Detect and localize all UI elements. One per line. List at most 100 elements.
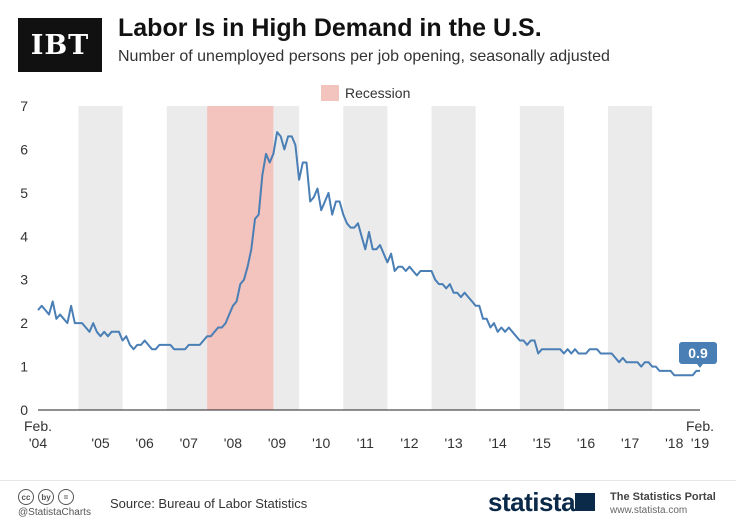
data-point: [434, 279, 436, 281]
data-point: [556, 348, 558, 350]
x-tick-label: Feb. '04: [24, 418, 52, 451]
year-band-2007: [166, 106, 211, 410]
data-point: [523, 340, 525, 342]
x-tick-label: '17: [621, 435, 639, 451]
data-point: [497, 331, 499, 333]
data-point: [100, 335, 102, 337]
portal-url[interactable]: www.statista.com: [610, 505, 688, 516]
data-point: [52, 300, 54, 302]
data-point: [199, 344, 201, 346]
x-tick-label: '06: [136, 435, 154, 451]
data-point: [563, 353, 565, 355]
data-point: [467, 296, 469, 298]
portal-name: The Statistics Portal: [610, 491, 716, 503]
data-point: [335, 201, 337, 203]
data-point: [622, 357, 624, 359]
data-point: [232, 305, 234, 307]
statista-logo[interactable]: statista: [488, 487, 576, 517]
data-point: [320, 209, 322, 211]
data-point: [261, 175, 263, 177]
data-point: [361, 235, 363, 237]
y-tick-label: 1: [20, 359, 28, 375]
data-point: [662, 370, 664, 372]
data-point: [239, 283, 241, 285]
data-point: [44, 309, 46, 311]
data-point: [670, 370, 672, 372]
y-tick-label: 3: [20, 272, 28, 288]
data-point: [302, 162, 304, 164]
data-point: [144, 340, 146, 342]
data-point: [596, 348, 598, 350]
data-point: [534, 340, 536, 342]
twitter-handle[interactable]: @StatistaCharts: [18, 507, 91, 518]
data-point: [243, 279, 245, 281]
data-point: [331, 214, 333, 216]
data-point: [346, 222, 348, 224]
x-tick-label: '18: [665, 435, 683, 451]
data-point: [644, 361, 646, 363]
data-point: [390, 253, 392, 255]
data-point: [537, 353, 539, 355]
data-point: [236, 300, 238, 302]
data-point: [603, 353, 605, 355]
data-point: [276, 131, 278, 133]
data-point: [431, 270, 433, 272]
data-point: [283, 148, 285, 150]
data-point: [600, 353, 602, 355]
data-point: [515, 335, 517, 337]
data-point: [567, 348, 569, 350]
legend-swatch-recession: [321, 85, 339, 101]
data-point: [353, 227, 355, 229]
y-tick-label: 5: [20, 185, 28, 201]
data-point: [317, 188, 319, 190]
data-point: [401, 266, 403, 268]
data-point: [85, 327, 87, 329]
data-point: [545, 348, 547, 350]
data-point: [78, 322, 80, 324]
data-point: [453, 292, 455, 294]
data-point: [500, 327, 502, 329]
x-tick-label: '14: [489, 435, 507, 451]
data-point: [298, 179, 300, 181]
data-point: [519, 340, 521, 342]
data-point: [489, 327, 491, 329]
data-point: [111, 331, 113, 333]
data-point: [581, 353, 583, 355]
data-point: [548, 348, 550, 350]
data-point: [508, 327, 510, 329]
ibt-logo: IBT: [18, 18, 102, 72]
data-point: [478, 305, 480, 307]
data-point: [409, 266, 411, 268]
data-point: [684, 374, 686, 376]
end-value-pointer: [697, 364, 703, 368]
data-point: [114, 331, 116, 333]
data-point: [96, 331, 98, 333]
data-point: [294, 144, 296, 146]
data-point: [692, 374, 694, 376]
data-point: [699, 370, 701, 372]
data-point: [611, 353, 613, 355]
data-point: [228, 314, 230, 316]
legend-label-recession: Recession: [345, 85, 410, 101]
data-point: [364, 248, 366, 250]
end-value-badge: [679, 342, 717, 364]
data-point: [125, 335, 127, 337]
data-point: [471, 300, 473, 302]
recession-band: [207, 106, 274, 410]
data-point: [449, 283, 451, 285]
data-point: [633, 361, 635, 363]
data-point: [486, 318, 488, 320]
no-derivatives-icon[interactable]: =: [58, 489, 74, 505]
data-point: [618, 361, 620, 363]
data-point: [136, 344, 138, 346]
attribution-icon[interactable]: by: [38, 489, 54, 505]
x-tick-label: '12: [400, 435, 418, 451]
data-point: [210, 335, 212, 337]
data-point: [423, 270, 425, 272]
x-tick-label: '07: [180, 435, 198, 451]
footer: cc by = @StatistaCharts Source: Bureau o…: [0, 480, 736, 525]
data-point: [629, 361, 631, 363]
data-point: [147, 344, 149, 346]
data-point: [530, 340, 532, 342]
creative-commons-icon[interactable]: cc: [18, 489, 34, 505]
